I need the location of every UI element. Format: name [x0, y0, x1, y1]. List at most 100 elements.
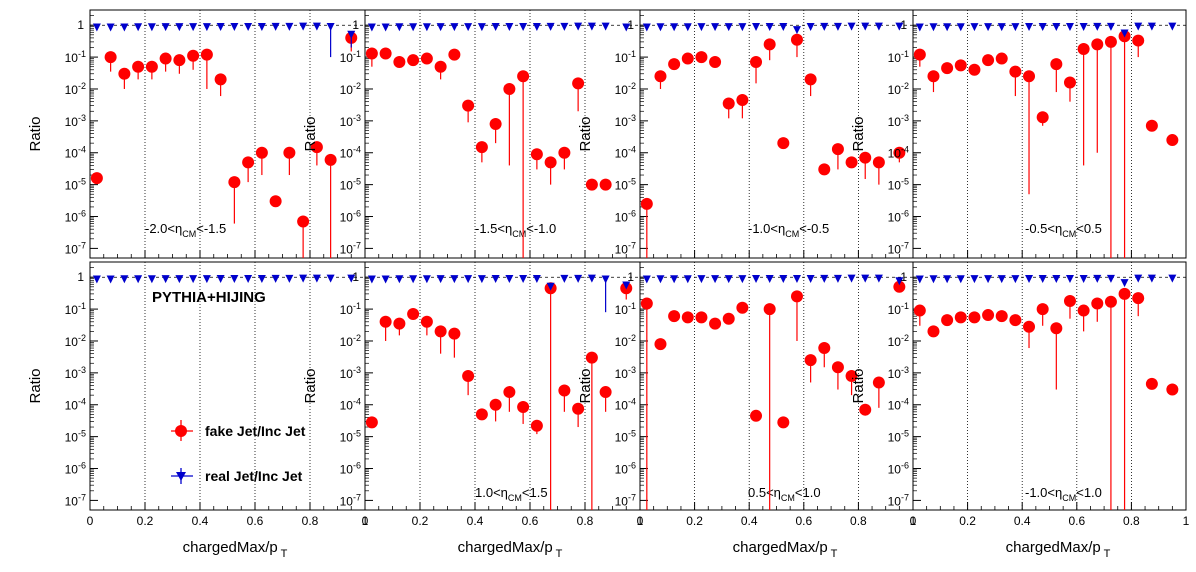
data-point-real	[1065, 274, 1074, 283]
y-tick-label: 10-6	[340, 209, 361, 225]
data-point-fake	[1077, 42, 1090, 55]
data-point-real	[820, 274, 829, 283]
y-tick-label: 10-3	[340, 365, 361, 381]
data-point-fake	[941, 314, 954, 327]
data-point-fake	[982, 54, 995, 67]
x-tick-label: 0	[362, 514, 369, 528]
data-point-real	[519, 274, 528, 283]
data-point-fake	[530, 148, 543, 161]
data-point-real	[622, 281, 631, 290]
data-point-fake	[228, 176, 241, 189]
data-point-fake	[1104, 295, 1117, 308]
data-point-fake	[1050, 58, 1063, 71]
data-point-fake	[750, 56, 763, 69]
y-tick-label: 10-6	[340, 461, 361, 477]
data-point-real	[92, 275, 101, 284]
y-tick-label: 10-1	[340, 49, 361, 65]
data-point-real	[806, 22, 815, 31]
data-point-real	[711, 23, 720, 32]
y-tick-label: 10-4	[340, 397, 361, 413]
x-tick-label: 0	[87, 514, 94, 528]
data-point-fake	[1145, 119, 1158, 132]
data-point-fake	[859, 403, 872, 416]
data-point-fake	[145, 60, 158, 73]
data-point-real	[997, 23, 1006, 32]
data-point-fake	[1145, 377, 1158, 390]
data-point-real	[312, 22, 321, 31]
data-point-fake	[681, 52, 694, 65]
data-point-real	[943, 23, 952, 32]
data-point-real	[230, 274, 239, 283]
data-point-real	[285, 22, 294, 31]
x-tick-label: 0.8	[577, 514, 594, 528]
data-point-real	[833, 22, 842, 31]
data-point-real	[491, 22, 500, 31]
data-point-fake	[200, 48, 213, 61]
x-tick-label: 1	[362, 514, 369, 528]
data-point-fake	[585, 178, 598, 191]
panel-bottom-1: 0 0.2 0.4 0.6 0.8 1 1 10-1 10-2 10-3 10-4 10-5 10-6 1…	[27, 261, 369, 560]
data-point-real	[257, 274, 266, 283]
data-point-real	[779, 22, 788, 31]
data-point-real	[1052, 22, 1061, 31]
data-point-real	[874, 274, 883, 283]
data-point-real	[381, 23, 390, 32]
data-point-real	[915, 23, 924, 32]
series-fake-jet	[640, 33, 906, 258]
x-tick-label: 1	[910, 514, 917, 528]
series-real-jet	[915, 274, 1177, 288]
data-point-real	[861, 274, 870, 283]
data-point-real	[943, 275, 952, 284]
data-point-real	[683, 23, 692, 32]
data-point-real	[997, 275, 1006, 284]
x-tick-label: 0	[637, 514, 644, 528]
y-tick-label: 10-5	[340, 177, 361, 193]
data-point-real	[1147, 274, 1156, 283]
data-point-fake	[790, 33, 803, 46]
data-point-real	[915, 275, 924, 284]
y-tick-label: 10-6	[615, 209, 636, 225]
data-point-fake	[420, 52, 433, 65]
x-tick-label: 0.6	[522, 514, 539, 528]
data-point-fake	[475, 408, 488, 421]
data-point-fake	[845, 369, 858, 382]
data-point-fake	[709, 317, 722, 330]
data-point-fake	[709, 56, 722, 69]
y-tick-label: 10-5	[340, 429, 361, 445]
data-point-fake	[407, 308, 420, 321]
data-point-fake	[558, 146, 571, 159]
data-point-real	[601, 22, 610, 31]
data-point-real	[1168, 274, 1177, 283]
data-point-real	[381, 275, 390, 284]
data-point-fake	[434, 60, 447, 73]
y-tick-label: 1	[352, 18, 359, 32]
y-tick-label: 10-3	[615, 365, 636, 381]
data-point-real	[92, 23, 101, 32]
data-point-real	[505, 22, 514, 31]
data-point-real	[1093, 22, 1102, 31]
x-axis-title: chargedMax/p T	[733, 539, 838, 560]
data-point-real	[1134, 22, 1143, 31]
data-point-real	[929, 275, 938, 284]
y-tick-label: 10-7	[65, 492, 86, 508]
data-point-fake	[420, 315, 433, 328]
series-real-jet	[92, 22, 356, 58]
series-fake-jet	[913, 287, 1179, 510]
data-point-fake	[1132, 292, 1145, 305]
data-point-real	[895, 277, 904, 286]
y-tick-label: 10-4	[888, 145, 909, 161]
data-point-real	[491, 274, 500, 283]
data-point-fake	[572, 402, 585, 415]
data-point-fake	[475, 141, 488, 154]
data-point-real	[395, 23, 404, 32]
data-point-fake	[1132, 34, 1145, 47]
data-point-fake	[804, 73, 817, 86]
data-point-real	[1052, 274, 1061, 283]
data-point-fake	[1166, 383, 1179, 396]
y-tick-label: 10-6	[65, 209, 86, 225]
data-point-fake	[763, 303, 776, 316]
data-point-fake	[893, 280, 906, 293]
data-point-real	[765, 274, 774, 283]
y-tick-label: 10-1	[340, 301, 361, 317]
